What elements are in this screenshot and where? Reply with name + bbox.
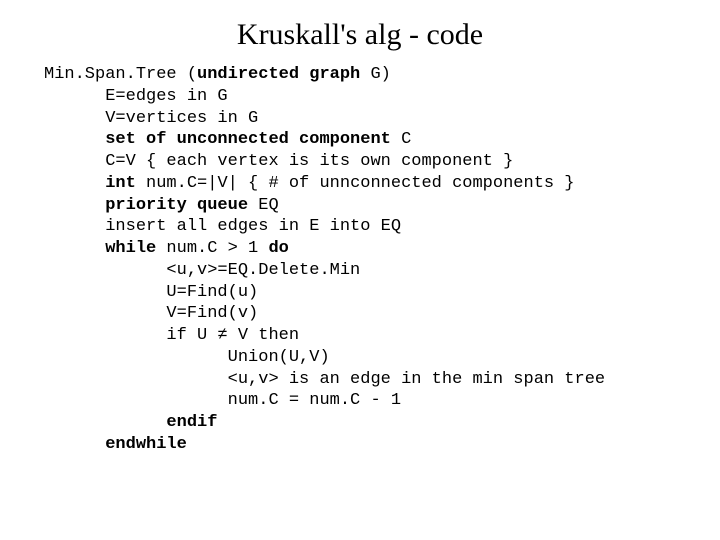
code-text: C <box>391 130 411 149</box>
code-text-bold: while <box>105 239 156 258</box>
code-line-7: priority queue EQ <box>105 196 278 215</box>
code-text-bold: do <box>268 239 288 258</box>
code-line-4: set of unconnected component C <box>105 130 411 149</box>
code-line-9: while num.C > 1 do <box>105 239 289 258</box>
code-text: Min.Span.Tree ( <box>44 65 197 84</box>
code-line-18: endwhile <box>105 435 187 454</box>
code-text-bold: set of unconnected component <box>105 130 391 149</box>
code-line-10: <u,v>=EQ.Delete.Min <box>166 261 360 280</box>
code-text-bold: undirected graph <box>197 65 360 84</box>
code-line-16: num.C = num.C - 1 <box>228 391 401 410</box>
code-text-bold: priority queue <box>105 196 248 215</box>
slide-title: Kruskall's alg - code <box>0 0 720 64</box>
code-line-12: V=Find(v) <box>166 304 258 323</box>
slide: Kruskall's alg - code Min.Span.Tree (und… <box>0 0 720 540</box>
code-text: num.C=|V| { # of unnconnected components… <box>136 174 575 193</box>
code-text-bold: int <box>105 174 136 193</box>
code-line-11: U=Find(u) <box>166 283 258 302</box>
code-text: num.C > 1 <box>156 239 268 258</box>
code-line-15: <u,v> is an edge in the min span tree <box>228 370 605 389</box>
code-text: EQ <box>248 196 279 215</box>
code-line-8: insert all edges in E into EQ <box>105 217 401 236</box>
code-line-2: E=edges in G <box>105 87 227 106</box>
code-line-6: int num.C=|V| { # of unnconnected compon… <box>105 174 574 193</box>
code-line-13: if U ≠ V then <box>166 326 299 345</box>
code-line-1: Min.Span.Tree (undirected graph G) <box>44 65 391 84</box>
code-line-5: C=V { each vertex is its own component } <box>105 152 513 171</box>
code-line-3: V=vertices in G <box>105 109 258 128</box>
code-line-17: endif <box>166 413 217 432</box>
code-text: G) <box>360 65 391 84</box>
code-block: Min.Span.Tree (undirected graph G) E=edg… <box>0 64 720 456</box>
code-line-14: Union(U,V) <box>228 348 330 367</box>
